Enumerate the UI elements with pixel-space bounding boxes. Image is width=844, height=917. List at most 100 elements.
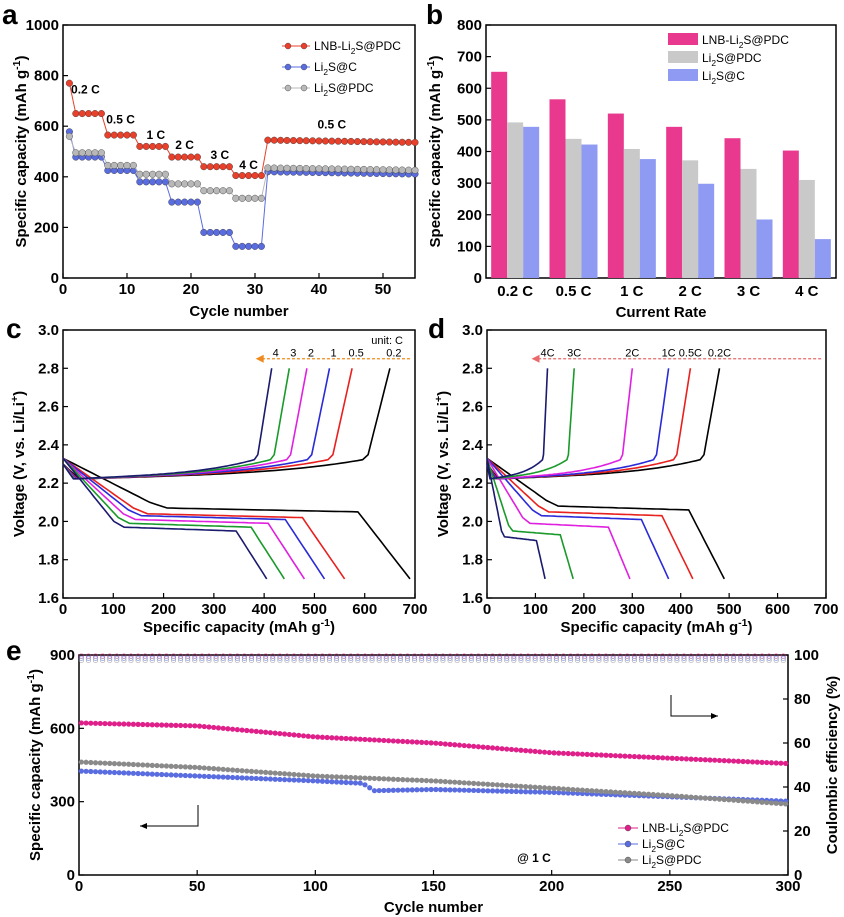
capacity-point (551, 785, 557, 791)
bar (756, 219, 773, 278)
capacity-point (480, 744, 486, 750)
panel-c: 0 100 200 300 400 500 600 700 1.6 1.8 2.0 2.2 2.4 2.6… (6, 313, 428, 636)
capacity-point (253, 775, 259, 782)
efficiency-point (504, 655, 510, 661)
data-point (168, 153, 176, 161)
capacity-point (286, 777, 292, 783)
capacity-point (319, 734, 326, 740)
capacity-point (272, 730, 278, 736)
data-point (85, 110, 93, 118)
capacity-point (140, 721, 146, 728)
capacity-point (111, 721, 118, 727)
capacity-point (518, 747, 524, 753)
capacity-point (159, 722, 165, 728)
capacity-point (608, 752, 614, 759)
capacity-point (532, 784, 538, 790)
data-point (232, 242, 240, 250)
capacity-point (428, 778, 434, 784)
capacity-point (371, 775, 378, 782)
x-tick-label: 10 (119, 281, 136, 298)
efficiency-point (185, 655, 191, 661)
data-point (270, 136, 278, 144)
left-axis-arrowhead (140, 823, 147, 829)
data-point (104, 161, 112, 169)
capacity-point (315, 778, 321, 784)
y2-tick-label: 60 (794, 735, 811, 752)
y2-tick-label: 80 (794, 691, 811, 708)
efficiency-point (553, 657, 559, 664)
x-tick-label: 700 (813, 601, 838, 618)
capacity-point (159, 763, 165, 769)
efficiency-point (114, 655, 120, 661)
capacity-point (121, 761, 127, 767)
data-point (200, 163, 208, 171)
data-point (225, 187, 233, 195)
capacity-point (400, 738, 406, 745)
discharge-curve (62, 457, 346, 580)
efficiency-point (426, 655, 432, 661)
efficiency-point (780, 657, 786, 664)
x-tick-label: 2 C (678, 283, 702, 300)
capacity-point (546, 785, 552, 791)
capacity-point (253, 769, 259, 775)
capacity-point (783, 801, 789, 807)
capacity-point (286, 731, 292, 738)
efficiency-point (490, 657, 496, 664)
data-point (225, 163, 233, 171)
x-tick-label: 0.5 C (556, 283, 592, 300)
capacity-point (570, 786, 576, 793)
x-tick-label: 300 (775, 878, 800, 895)
right-axis-arrow (670, 695, 718, 717)
data-point (219, 163, 227, 171)
y-tick-label: 600 (50, 720, 75, 737)
efficiency-point (511, 657, 517, 664)
capacity-point (182, 722, 188, 729)
panel-label: a (2, 0, 18, 30)
data-point (219, 187, 227, 195)
x-tick-label: 40 (311, 281, 328, 298)
capacity-point (116, 761, 122, 767)
capacity-point (258, 776, 264, 782)
x-tick-label: 0 (483, 601, 491, 618)
capacity-point (121, 770, 127, 776)
data-point (78, 110, 86, 118)
capacity-point (154, 722, 160, 728)
efficiency-point (454, 655, 460, 661)
bar (549, 99, 566, 278)
efficiency-point (681, 657, 687, 664)
capacity-point (428, 740, 434, 746)
capacity-point (248, 768, 255, 774)
capacity-point (466, 743, 472, 749)
legend-marker (284, 84, 292, 92)
capacity-point (135, 721, 141, 727)
capacity-point (163, 763, 170, 769)
capacity-point (329, 735, 335, 741)
capacity-point (735, 797, 741, 804)
data-point (85, 149, 93, 157)
capacity-point (187, 764, 193, 770)
capacity-point (352, 775, 359, 781)
efficiency-point (780, 655, 786, 661)
efficiency-point (773, 657, 779, 664)
y-tick-label: 500 (457, 112, 482, 129)
efficiency-point (660, 655, 666, 661)
data-point (123, 161, 131, 169)
capacity-point (163, 772, 170, 778)
legend-label: Li2S@PDC (314, 81, 374, 98)
panel-label: e (6, 635, 22, 666)
legend-marker (284, 63, 292, 71)
data-point (398, 166, 406, 174)
capacity-point (253, 728, 259, 734)
capacity-point (693, 794, 699, 801)
x-tick-label: 50 (375, 281, 392, 298)
data-point (149, 170, 157, 178)
y-axis-label: Specific capacity (mAh g-1) (11, 56, 30, 248)
efficiency-point (178, 655, 184, 661)
data-point (149, 178, 157, 186)
data-point (353, 165, 361, 173)
capacity-point (78, 759, 84, 765)
efficiency-point (674, 655, 680, 661)
series-line (68, 131, 416, 247)
capacity-point (234, 767, 240, 773)
data-point (245, 194, 253, 202)
